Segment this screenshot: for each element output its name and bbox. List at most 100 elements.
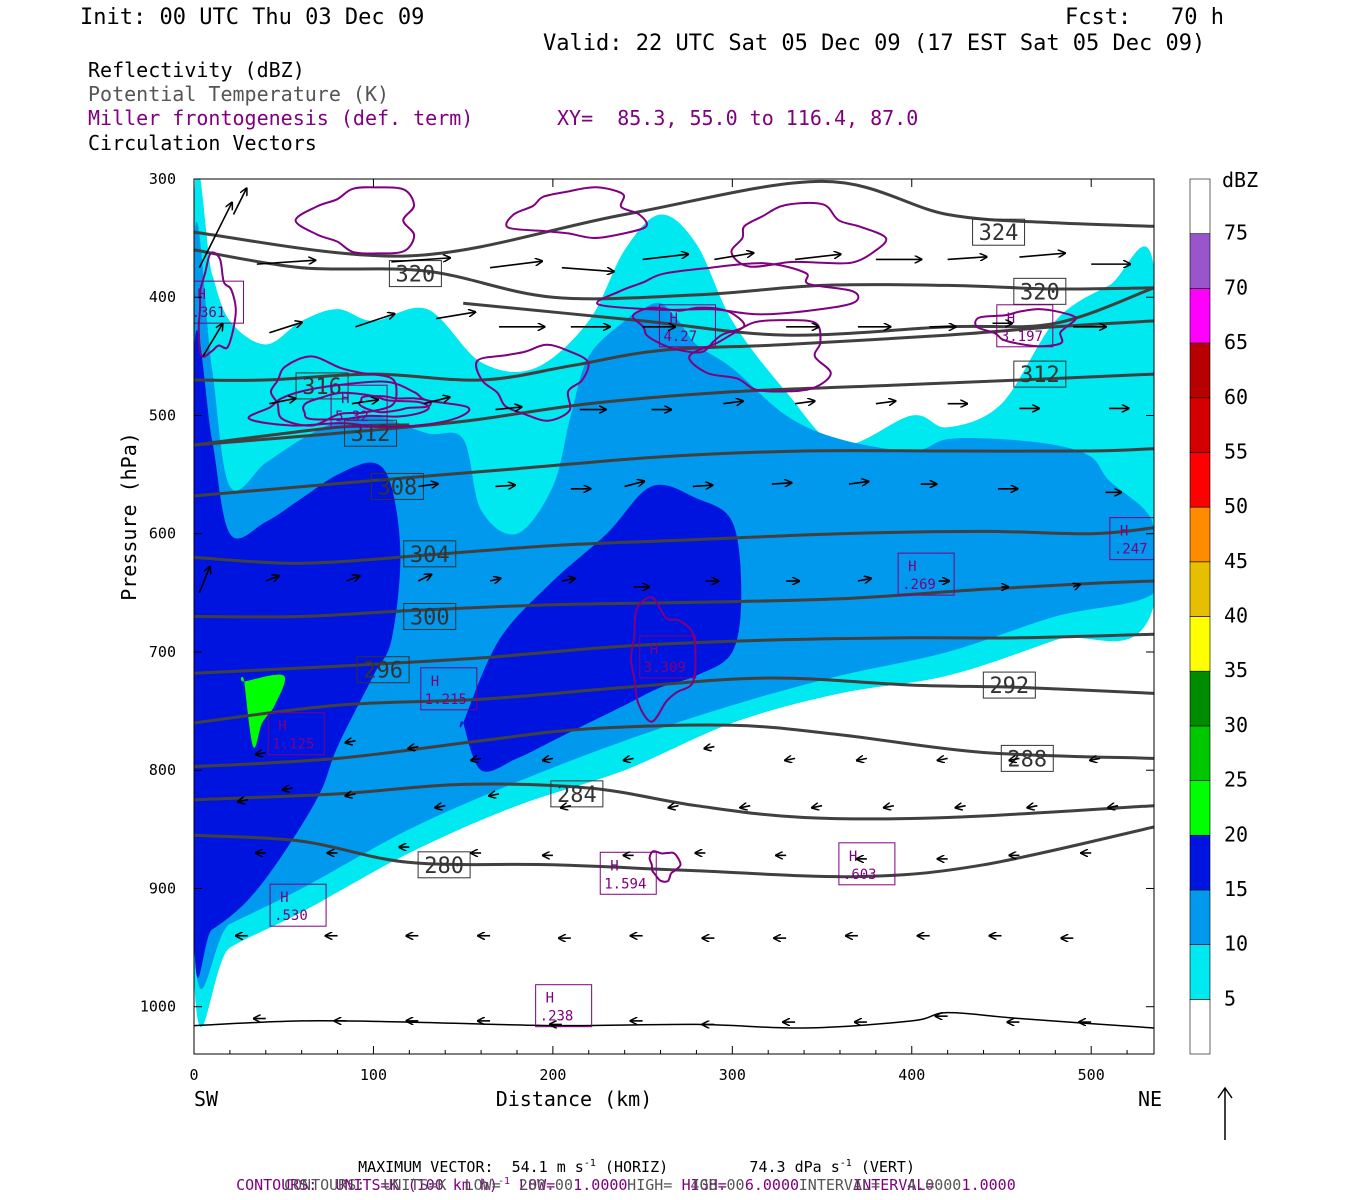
frontogenesis-max-value: 3.197 [1001,329,1043,345]
theta-contour-surface [194,1011,1154,1029]
circulation-vector [256,752,266,754]
theta-contour-292 [194,676,1154,725]
circulation-vector [857,578,871,581]
circulation-vector [938,758,948,760]
x-axis-label: Distance (km) [496,1087,653,1111]
theta-contour-280 [194,825,1154,879]
max-horiz-sup: -1 [583,1158,596,1169]
frontogenesis-contour [247,380,471,428]
circulation-vector [355,314,394,328]
colorbar-segment [1189,397,1211,453]
theta-contour-300 [194,579,1154,619]
circulation-vector [771,483,792,484]
frontogenesis-max-tag: H [1007,311,1015,327]
colorbar-segment [1189,999,1211,1055]
frontogenesis-max-tag: H [280,890,288,906]
y-tick-label: 700 [149,643,176,661]
contours-fronto-units: CONTOURS: UNITS=K (100 km h) [236,1176,498,1194]
valid-time: Valid: 22 UTC Sat 05 Dec 09 (17 EST Sat … [543,31,1206,56]
frontogenesis-max-value: 5.32 [335,409,369,425]
frontogenesis-max-tag: H [908,559,916,575]
svg-text:292: 292 [989,674,1029,699]
colorbar-segment [1189,506,1211,563]
theta-label-292: 292 [982,671,1036,699]
frontogenesis-contour [302,391,430,421]
theta-label-300: 300 [403,603,457,631]
x-tick-label: 500 [1078,1066,1105,1084]
theta-contour-304 [194,526,1154,565]
y-tick-label: 800 [149,761,176,779]
circulation-vector [423,397,450,405]
axis-x-right-label: NE [1138,1087,1163,1111]
circulation-vector [812,806,823,808]
max-vert-tag: (VERT) [860,1158,915,1176]
colorbar-segment [1189,288,1211,344]
max-horiz-tag: (HORIZ) [604,1158,669,1176]
frontogenesis-contour [269,355,398,427]
reflectivity-region-15dbz [459,484,742,772]
circulation-vector [408,747,419,749]
colorbar-label: 60 [1224,385,1248,409]
circulation-vector [345,741,356,743]
colorbar-label: 25 [1224,768,1248,792]
colorbar-segment [1189,670,1211,727]
theta-label-296: 296 [356,656,410,684]
circulation-vector [489,578,500,581]
x-tick-label: 200 [539,1066,566,1084]
colorbar-segment [1189,178,1211,234]
circulation-vector [668,806,679,808]
svg-text:296: 296 [363,659,403,684]
frontogenesis-contour [358,395,432,414]
contours-fronto-range: LOW= 1.0000 HIGH= 6.0000 INTERVAL= 1.000… [510,1176,1016,1194]
colorbar-label: 15 [1224,877,1248,901]
max-vector-label: MAXIMUM VECTOR: [358,1158,494,1176]
svg-text:324: 324 [979,221,1019,246]
circulation-vector [1108,806,1119,808]
colorbar-label: 10 [1224,932,1248,956]
frontogenesis-max-value: 1.594 [604,876,646,892]
x-tick-label: 0 [189,1066,198,1084]
svg-text:312: 312 [1020,363,1060,388]
colorbar-label: 20 [1224,822,1248,846]
frontogenesis-contour [688,319,832,393]
circulation-vector [561,578,575,581]
frontogenesis-max-1.215: H 1.215 [420,667,478,711]
frontogenesis-max-tag: H [610,858,618,874]
circulation-vector [624,481,645,488]
frontogenesis-max-1.125: H 1.125 [267,712,325,756]
circulation-vector [351,400,378,404]
legend-reflectivity: Reflectivity (dBZ) [88,58,305,82]
colorbar-title: dBZ [1222,168,1258,192]
circulation-vector [704,747,715,749]
y-tick-label: 600 [149,525,176,543]
frontogenesis-max-value: .603 [843,867,877,883]
circulation-vector [848,481,869,484]
frontogenesis-max-value: .269 [902,577,936,593]
x-tick-label: 300 [719,1066,746,1084]
forecast-hour: Fcst: 70 h [1065,5,1224,30]
x-tick-label: 400 [898,1066,925,1084]
frontogenesis-contour [629,596,697,723]
circulation-vector [740,806,751,808]
circulation-vector [418,484,438,487]
circulation-vector [795,254,841,261]
circulation-vector [495,485,515,486]
circulation-vector [256,260,316,265]
legend-theta: Potential Temperature (K) [88,82,390,106]
colorbar-label: 75 [1224,221,1248,245]
theta-contour-284 [194,782,1154,821]
theta-contour-324 [194,179,1154,258]
frontogenesis-max-.238: H .238 [535,984,593,1028]
colorbar-label: 40 [1224,604,1248,628]
frontogenesis-max-value: 4.27 [663,329,697,345]
svg-text:308: 308 [378,475,418,500]
frontogenesis-max-value: .530 [274,908,308,924]
init-time: Init: 00 UTC Thu 03 Dec 09 [80,5,425,30]
circulation-vector [436,312,475,320]
svg-text:300: 300 [410,606,450,631]
colorbar-label: 70 [1224,275,1248,299]
circulation-vector [561,806,571,808]
frontogenesis-max-tag: H [1120,524,1128,540]
frontogenesis-max-value: .361 [192,305,226,321]
colorbar-segment [1189,452,1211,508]
